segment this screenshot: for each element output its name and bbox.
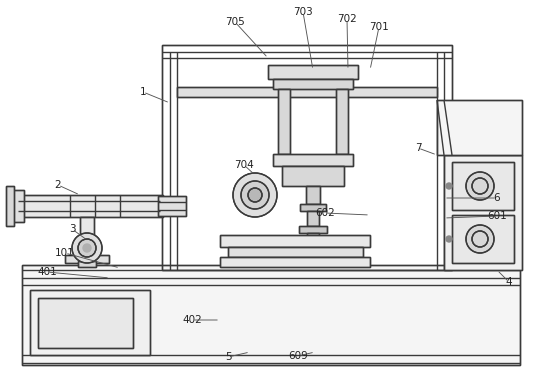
Bar bbox=[228, 247, 363, 257]
Bar bbox=[38, 298, 133, 348]
Bar bbox=[158, 196, 186, 216]
Bar bbox=[273, 154, 353, 166]
Bar bbox=[282, 166, 344, 186]
Bar bbox=[298, 245, 328, 252]
Bar bbox=[273, 154, 353, 166]
Text: 3: 3 bbox=[69, 224, 75, 234]
Text: 402: 402 bbox=[182, 315, 202, 325]
Bar bbox=[78, 261, 96, 267]
Bar bbox=[299, 226, 327, 233]
Circle shape bbox=[241, 181, 269, 209]
Circle shape bbox=[466, 172, 494, 200]
Bar bbox=[80, 217, 94, 257]
Bar bbox=[300, 204, 326, 211]
Bar bbox=[298, 245, 328, 252]
Bar bbox=[306, 186, 320, 204]
Bar bbox=[437, 100, 522, 155]
Bar bbox=[162, 45, 452, 270]
Bar bbox=[307, 211, 319, 226]
Circle shape bbox=[233, 173, 277, 217]
Bar bbox=[307, 233, 319, 245]
Bar bbox=[452, 215, 514, 263]
Text: 602: 602 bbox=[315, 208, 335, 218]
Bar bbox=[444, 155, 522, 270]
Bar bbox=[18, 195, 163, 217]
Bar bbox=[38, 298, 133, 348]
Bar bbox=[306, 252, 320, 262]
Bar bbox=[278, 89, 290, 154]
Text: 609: 609 bbox=[288, 351, 308, 361]
Bar bbox=[10, 190, 24, 222]
Bar bbox=[10, 190, 24, 222]
Text: 101: 101 bbox=[55, 248, 75, 258]
Bar bbox=[437, 100, 522, 155]
Text: 2: 2 bbox=[55, 180, 61, 190]
Bar bbox=[65, 255, 109, 263]
Text: 601: 601 bbox=[487, 211, 507, 221]
Bar bbox=[299, 226, 327, 233]
Bar bbox=[220, 257, 370, 267]
Bar bbox=[336, 89, 348, 154]
Bar bbox=[300, 204, 326, 211]
Bar bbox=[306, 186, 320, 204]
Bar bbox=[22, 265, 520, 365]
Bar bbox=[6, 186, 14, 226]
Bar bbox=[273, 79, 353, 89]
Circle shape bbox=[72, 233, 102, 263]
Text: 703: 703 bbox=[293, 7, 313, 17]
Text: 7: 7 bbox=[415, 143, 421, 153]
Circle shape bbox=[446, 183, 452, 189]
Bar bbox=[306, 252, 320, 262]
Circle shape bbox=[83, 244, 91, 252]
Text: 1: 1 bbox=[140, 87, 146, 97]
Bar bbox=[228, 247, 363, 257]
Bar bbox=[22, 265, 520, 365]
Bar bbox=[220, 235, 370, 247]
Bar bbox=[336, 89, 348, 154]
Bar bbox=[6, 186, 14, 226]
Bar bbox=[273, 79, 353, 89]
Text: 702: 702 bbox=[337, 14, 357, 24]
Text: 6: 6 bbox=[494, 193, 500, 203]
Bar bbox=[452, 162, 514, 210]
Text: 401: 401 bbox=[37, 267, 57, 277]
Text: 704: 704 bbox=[234, 160, 254, 170]
Bar bbox=[268, 65, 358, 79]
Bar bbox=[268, 65, 358, 79]
Bar bbox=[220, 235, 370, 247]
Bar bbox=[452, 215, 514, 263]
Bar bbox=[78, 261, 96, 267]
Bar bbox=[80, 217, 94, 257]
Bar bbox=[444, 155, 522, 270]
Bar bbox=[158, 196, 186, 216]
Bar bbox=[307, 233, 319, 245]
Bar bbox=[220, 257, 370, 267]
Bar bbox=[162, 45, 452, 270]
Bar bbox=[65, 255, 109, 263]
Circle shape bbox=[446, 236, 452, 242]
Circle shape bbox=[78, 239, 96, 257]
Circle shape bbox=[248, 188, 262, 202]
Bar bbox=[278, 89, 290, 154]
Bar bbox=[177, 87, 437, 97]
Bar bbox=[452, 162, 514, 210]
Text: 4: 4 bbox=[506, 277, 512, 287]
Text: 705: 705 bbox=[225, 17, 245, 27]
Circle shape bbox=[466, 225, 494, 253]
Text: 5: 5 bbox=[225, 352, 231, 362]
Bar bbox=[30, 290, 150, 355]
Bar bbox=[18, 195, 163, 217]
Bar bbox=[177, 87, 437, 97]
Text: 701: 701 bbox=[369, 22, 389, 32]
Bar bbox=[30, 290, 150, 355]
Bar bbox=[282, 166, 344, 186]
Bar bbox=[307, 211, 319, 226]
